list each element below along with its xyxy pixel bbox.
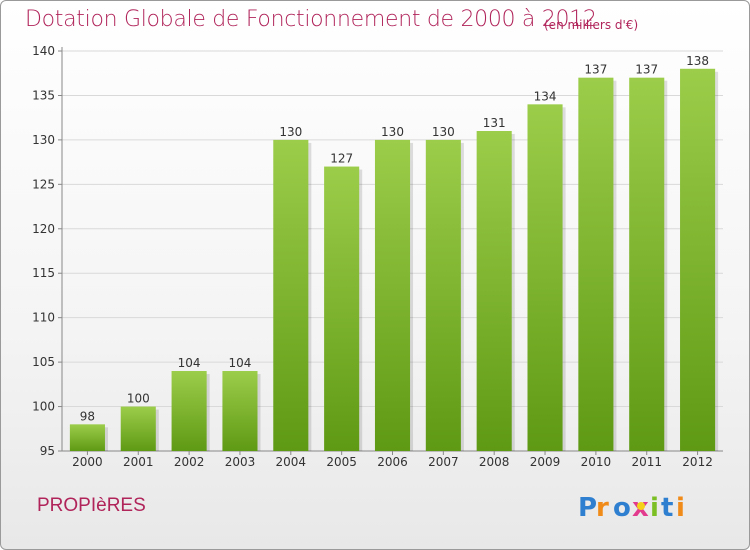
svg-text:r: r [596, 493, 609, 523]
svg-text:P: P [578, 493, 597, 523]
x-tick-label: 2011 [631, 455, 662, 469]
value-label: 137 [635, 63, 658, 77]
value-label: 98 [80, 409, 95, 423]
value-label: 130 [381, 125, 404, 139]
value-label: 134 [534, 89, 557, 103]
chart-title: Dotation Globale de Fonctionnement de 20… [25, 7, 597, 32]
value-label: 127 [330, 152, 353, 166]
value-label: 137 [584, 63, 607, 77]
x-tick-label: 2001 [123, 455, 154, 469]
y-tick-label: 110 [32, 311, 55, 325]
chart-unit-label: (en milliers d'€) [544, 18, 639, 32]
proxiti-logo[interactable]: P r o x i t i [578, 489, 698, 525]
labels: 95 100 105 110 115 120 125 130 135 140 98 2000 100 20… [32, 44, 713, 469]
commune-name: PROPIèRES [37, 495, 146, 516]
value-label: 104 [229, 356, 252, 370]
proxiti-logo-graphic: P r o x i t i [578, 493, 685, 523]
x-tick-label: 2012 [682, 455, 713, 469]
svg-text:i: i [650, 493, 659, 523]
bar-2012 [680, 68, 716, 452]
svg-text:i: i [676, 493, 685, 523]
x-tick-label: 2007 [428, 455, 459, 469]
value-label: 131 [483, 116, 506, 130]
bar-2002 [171, 371, 207, 451]
bar-2011 [629, 77, 665, 452]
x-tick-label: 2005 [326, 455, 357, 469]
bars [69, 68, 719, 452]
x-tick-label: 2004 [276, 455, 307, 469]
bar-2001 [120, 406, 156, 451]
bar-2005 [324, 166, 360, 452]
x-tick-label: 2000 [72, 455, 103, 469]
bar-2006 [374, 139, 411, 451]
value-label: 130 [432, 125, 455, 139]
y-tick-label: 135 [32, 88, 55, 102]
y-tick-label: 105 [32, 355, 55, 369]
y-tick-label: 125 [32, 177, 55, 191]
x-tick-label: 2006 [377, 455, 408, 469]
svg-text:t: t [661, 493, 673, 523]
bar-2009 [527, 104, 563, 451]
bar-2004 [273, 139, 309, 451]
svg-text:o: o [613, 493, 631, 523]
y-tick-label: 130 [32, 133, 55, 147]
value-label: 138 [686, 54, 709, 68]
x-tick-label: 2010 [581, 455, 612, 469]
value-label: 130 [279, 125, 302, 139]
y-tick-label: 140 [32, 44, 55, 58]
x-tick-label: 2003 [225, 455, 256, 469]
y-tick-label: 115 [32, 266, 55, 280]
bar-2010 [578, 77, 614, 452]
bar-2003 [222, 371, 258, 451]
y-tick-label: 95 [40, 444, 55, 458]
x-tick-label: 2009 [530, 455, 561, 469]
bar-2007 [425, 139, 461, 451]
bar-2008 [476, 131, 512, 451]
x-tick-label: 2008 [479, 455, 510, 469]
value-label: 104 [178, 356, 201, 370]
bar-2000 [69, 424, 105, 451]
y-tick-label: 100 [32, 400, 55, 414]
y-tick-label: 120 [32, 222, 55, 236]
value-label: 100 [127, 392, 150, 406]
x-tick-label: 2002 [174, 455, 205, 469]
